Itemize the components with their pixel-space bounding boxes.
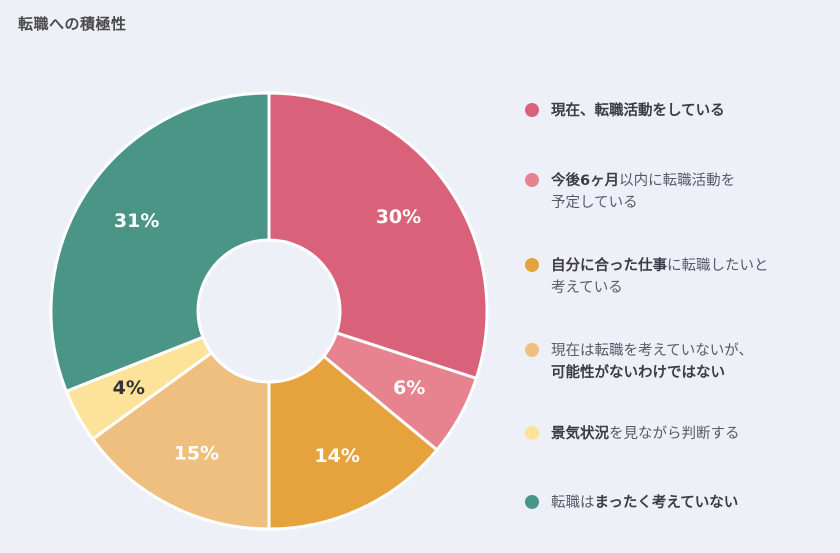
legend-dot-4 (525, 343, 539, 357)
legend-label-1: 現在、転職活動をしている (551, 100, 725, 122)
legend-dot-2 (525, 173, 539, 187)
chart-title: 転職への積極性 (18, 15, 127, 33)
legend-label-5-part-1: 景気状況 (551, 426, 609, 442)
legend-label-5: 景気状況を見ながら判断する (551, 423, 740, 445)
legend-item-6: 転職はまったく考えていない (525, 492, 825, 514)
legend-dot-5 (525, 426, 539, 440)
legend-item-4: 現在は転職を考えていないが、 可能性がないわけではない (525, 340, 825, 384)
donut-slice-1 (267, 91, 489, 380)
legend-item-1: 現在、転職活動をしている (525, 100, 825, 122)
legend-item-3: 自分に合った仕事に転職したいと 考えている (525, 255, 825, 299)
legend-item-5: 景気状況を見ながら判断する (525, 423, 825, 445)
donut-chart: 30% 6% 14% 15% 4% 31% (49, 91, 489, 531)
legend-label-2-part-2: 以内に転職活動を 予定している (551, 173, 736, 211)
legend-label-5-part-2: を見ながら判断する (609, 426, 740, 442)
slice-label-1: 30% (376, 206, 421, 228)
legend-dot-6 (525, 495, 539, 509)
legend-dot-1 (525, 103, 539, 117)
donut-slice-6 (49, 91, 271, 393)
slice-label-5: 4% (113, 377, 145, 399)
legend-dot-3 (525, 258, 539, 272)
legend-label-3-part-1: 自分に合った仕事 (551, 258, 667, 274)
donut-slice-4 (91, 351, 271, 531)
legend-label-2: 今後6ヶ月以内に転職活動を 予定している (551, 170, 735, 214)
slice-label-6: 31% (114, 210, 159, 232)
donut-slice-3 (267, 354, 439, 531)
legend-label-2-part-1: 今後6ヶ月 (551, 173, 620, 189)
legend-label-3: 自分に合った仕事に転職したいと 考えている (551, 255, 769, 299)
legend-label-6: 転職はまったく考えていない (551, 492, 738, 514)
legend-label-4-part-2: 可能性がないわけではない (551, 365, 725, 381)
legend-label-4: 現在は転職を考えていないが、 可能性がないわけではない (551, 340, 753, 384)
slice-label-4: 15% (174, 443, 219, 465)
legend-label-6-part-1: 転職は (551, 495, 595, 511)
legend-item-2: 今後6ヶ月以内に転職活動を 予定している (525, 170, 825, 214)
legend-label-1-part-1: 現在、転職活動をしている (551, 103, 725, 119)
slice-label-2: 6% (393, 377, 425, 399)
slice-label-3: 14% (314, 445, 359, 467)
legend-label-3-part-2: に転職したいと 考えている (551, 258, 769, 296)
legend-label-6-part-2: まったく考えていない (594, 495, 739, 511)
legend-label-4-part-1: 現在は転職を考えていないが、 (551, 343, 753, 359)
